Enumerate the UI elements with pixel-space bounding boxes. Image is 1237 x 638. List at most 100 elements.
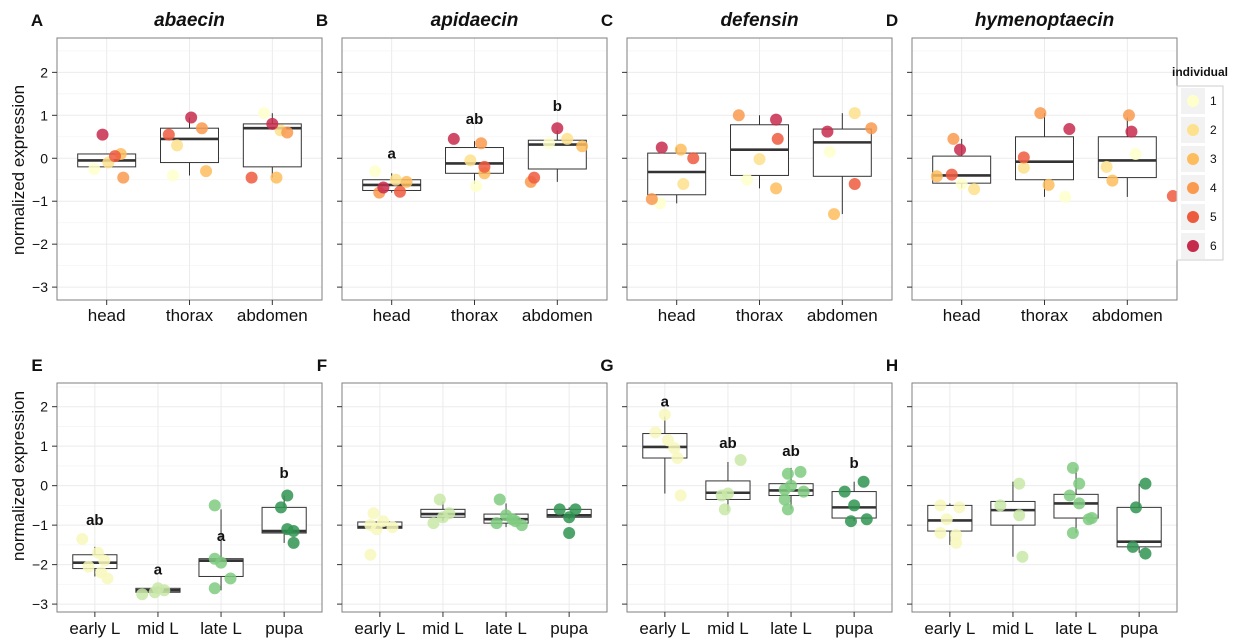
legend-item-6: 6 bbox=[1181, 233, 1217, 259]
data-point bbox=[950, 536, 963, 549]
data-point bbox=[771, 132, 784, 145]
legend-key bbox=[1187, 211, 1199, 223]
significance-label: ab bbox=[86, 512, 104, 529]
data-point bbox=[1129, 501, 1142, 514]
x-tick-label: mid L bbox=[137, 619, 179, 638]
data-point bbox=[576, 140, 589, 153]
data-point bbox=[1166, 190, 1179, 203]
data-point bbox=[955, 178, 968, 191]
data-point bbox=[215, 556, 228, 569]
grid bbox=[57, 383, 322, 612]
data-point bbox=[848, 499, 861, 512]
x-tick-label: late L bbox=[770, 619, 812, 638]
plot-frame bbox=[911, 382, 1178, 613]
data-point bbox=[1063, 489, 1076, 502]
data-point bbox=[1034, 107, 1047, 120]
panel-title: defensin bbox=[720, 10, 798, 31]
data-point bbox=[185, 111, 198, 124]
data-point bbox=[770, 113, 783, 126]
legend-label: 1 bbox=[1210, 94, 1217, 108]
plot-frame bbox=[626, 382, 893, 613]
x-tick-label: early L bbox=[639, 619, 690, 638]
data-point bbox=[528, 171, 541, 184]
x-tick-label: late L bbox=[200, 619, 242, 638]
data-point bbox=[563, 511, 576, 524]
legend: individual 1 2 3 4 5 6 bbox=[1172, 65, 1228, 261]
data-point bbox=[947, 132, 960, 145]
legend-item-4: 4 bbox=[1181, 175, 1217, 201]
legend-items: 1 2 3 4 5 6 bbox=[1181, 88, 1217, 259]
x-tick-label: pupa bbox=[1120, 619, 1158, 638]
data-point bbox=[136, 588, 149, 601]
legend-key bbox=[1187, 153, 1199, 165]
data-point bbox=[95, 566, 108, 579]
x-tick-label: early L bbox=[924, 619, 975, 638]
y-tick-label: −2 bbox=[32, 557, 48, 573]
data-point bbox=[945, 168, 958, 181]
points bbox=[930, 107, 1179, 203]
points bbox=[369, 122, 589, 199]
data-point bbox=[968, 183, 981, 196]
data-point bbox=[1066, 527, 1079, 540]
data-point bbox=[860, 513, 873, 526]
points bbox=[934, 461, 1152, 563]
data-point bbox=[224, 572, 237, 585]
legend-key bbox=[1187, 124, 1199, 136]
data-point bbox=[258, 107, 271, 120]
y-tick-label: 2 bbox=[40, 64, 48, 80]
legend-item-3: 3 bbox=[1181, 146, 1217, 172]
x-tick-label: pupa bbox=[265, 619, 303, 638]
x-tick-label: mid L bbox=[707, 619, 749, 638]
plot-background bbox=[912, 383, 1177, 612]
box-body bbox=[647, 152, 707, 196]
legend-item-1: 1 bbox=[1181, 88, 1217, 114]
panel-f: early L mid L late L pupa F bbox=[317, 356, 608, 638]
points bbox=[645, 107, 878, 221]
panel-title: hymenoptaecin bbox=[975, 10, 1114, 31]
data-point bbox=[794, 465, 807, 478]
panel-letter: B bbox=[316, 11, 328, 30]
data-point bbox=[781, 467, 794, 480]
x-tick-label: late L bbox=[485, 619, 527, 638]
data-point bbox=[551, 122, 564, 135]
significance-label: a bbox=[388, 145, 397, 162]
significance-label: b bbox=[850, 455, 859, 472]
data-point bbox=[364, 548, 377, 561]
panel-d: head thorax abdomen D hymenoptaecin bbox=[886, 10, 1179, 325]
data-point bbox=[561, 132, 574, 145]
data-point bbox=[377, 181, 390, 194]
data-point bbox=[274, 501, 287, 514]
data-point bbox=[117, 171, 130, 184]
significance-label: a bbox=[154, 561, 163, 578]
data-point bbox=[674, 489, 687, 502]
data-point bbox=[464, 154, 477, 167]
data-point bbox=[934, 527, 947, 540]
panel-letter: C bbox=[601, 11, 613, 30]
data-point bbox=[433, 493, 446, 506]
x-tick-label: abdomen bbox=[522, 306, 593, 325]
data-point bbox=[848, 107, 861, 120]
panel-letter: G bbox=[600, 356, 613, 375]
legend-key bbox=[1187, 95, 1199, 107]
data-point bbox=[563, 527, 576, 540]
data-point bbox=[162, 128, 175, 141]
panel-letter: H bbox=[886, 356, 898, 375]
data-point bbox=[781, 503, 794, 516]
panel-a: −3 −2 −1 0 1 2 head thorax abdomen A abaecin bbox=[31, 10, 323, 325]
data-point bbox=[1017, 161, 1030, 174]
data-point bbox=[645, 193, 658, 206]
data-point bbox=[470, 180, 483, 193]
legend-item-2: 2 bbox=[1181, 117, 1217, 143]
x-tick-label: abdomen bbox=[1092, 306, 1163, 325]
significance-label: a bbox=[217, 528, 226, 545]
y-tick-label: 0 bbox=[40, 150, 48, 166]
x-tick-label: pupa bbox=[835, 619, 873, 638]
data-point bbox=[1106, 174, 1119, 187]
data-point bbox=[1042, 178, 1055, 191]
data-point bbox=[1100, 160, 1113, 173]
data-point bbox=[88, 163, 101, 175]
data-point bbox=[1063, 123, 1076, 136]
legend-label: 4 bbox=[1210, 181, 1217, 195]
panel-c: head thorax abdomen C defensin bbox=[601, 10, 893, 325]
data-point bbox=[848, 178, 861, 191]
